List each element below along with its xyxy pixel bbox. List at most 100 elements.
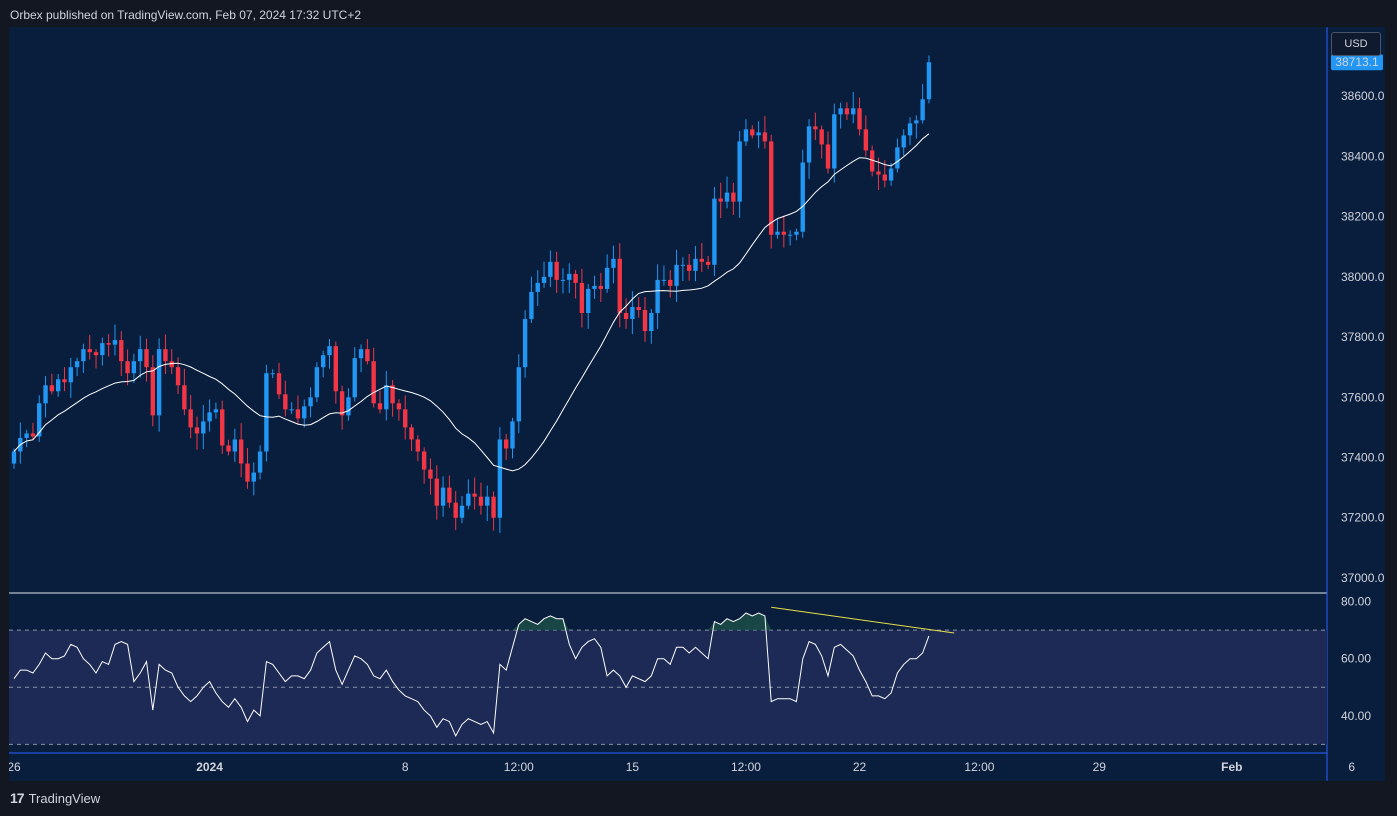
rsi-overbought-fill: [758, 613, 765, 631]
candle: [718, 182, 723, 219]
time-tick-label: 12:00: [504, 760, 534, 774]
candle: [327, 339, 332, 369]
candle: [371, 347, 376, 408]
candle: [535, 270, 540, 306]
candle: [857, 97, 862, 136]
rsi-overbought-fill: [562, 618, 570, 631]
candle: [37, 395, 42, 442]
currency-selector[interactable]: USD: [1331, 32, 1381, 56]
candle: [421, 447, 427, 484]
candle: [838, 102, 843, 129]
candle: [188, 394, 193, 439]
time-tick-label: 12:00: [731, 760, 761, 774]
candle: [636, 297, 641, 318]
candle: [813, 112, 818, 141]
candle: [270, 369, 275, 379]
candle: [403, 395, 408, 440]
candle: [131, 353, 137, 384]
brand-name: TradingView: [28, 790, 101, 806]
time-tick-label: Feb: [1221, 760, 1242, 774]
candle: [358, 344, 364, 373]
candle: [655, 264, 660, 329]
candle: [503, 433, 509, 460]
candle: [642, 297, 648, 342]
candle: [106, 334, 111, 357]
candle: [781, 215, 787, 248]
candle: [920, 83, 925, 124]
rsi-overbought-fill: [525, 618, 532, 631]
price-tick-label: 38600.0: [1341, 89, 1385, 103]
candle: [194, 416, 200, 450]
candle: [112, 324, 118, 356]
candle: [522, 310, 528, 378]
candle: [769, 134, 774, 249]
candle: [478, 482, 484, 515]
candle: [453, 491, 458, 531]
candle: [428, 458, 433, 495]
candle: [384, 371, 389, 421]
rsi-overbought-fill: [733, 618, 740, 631]
candle: [806, 119, 812, 179]
rsi-overbought-fill: [720, 618, 728, 631]
candle: [62, 367, 67, 392]
candle: [302, 399, 307, 428]
candle: [851, 91, 856, 124]
price-tick-label: 37400.0: [1341, 451, 1385, 465]
last-price-badge: [1331, 54, 1383, 71]
candle: [232, 428, 238, 462]
divergence-trendline[interactable]: [771, 606, 955, 634]
candle: [459, 496, 465, 524]
candle: [623, 298, 629, 329]
price-tick-label: 38000.0: [1341, 270, 1385, 284]
rsi-overbought-fill: [537, 618, 545, 631]
candle: [604, 254, 610, 293]
candle: [314, 362, 320, 403]
candle: [794, 228, 799, 241]
time-tick-label: 12:00: [964, 760, 994, 774]
candle: [541, 261, 547, 288]
rsi-overbought-fill: [556, 618, 563, 631]
candle: [68, 357, 73, 398]
candle: [49, 373, 55, 395]
rsi-overbought-fill: [544, 615, 551, 631]
last-price-label: 38713.1: [1335, 55, 1379, 69]
candle: [825, 131, 831, 174]
candle: [320, 350, 326, 378]
candle: [680, 257, 686, 281]
candle: [567, 263, 572, 294]
price-tick-label: 37800.0: [1341, 330, 1385, 344]
time-tick-label: 6: [1348, 760, 1355, 774]
candle: [800, 149, 805, 238]
candle: [415, 435, 421, 462]
chart-canvas[interactable]: 37000.0 37200.0 37400.0 37600.0 37800.0 38000…: [9, 27, 1385, 781]
candle: [491, 491, 496, 531]
chart-frame[interactable]: 37000.0 37200.0 37400.0 37600.0 37800.0 38000…: [9, 27, 1385, 781]
candle: [832, 103, 837, 183]
candle: [283, 380, 288, 417]
candle: [586, 283, 591, 329]
candle: [661, 265, 667, 286]
rsi-panel: [9, 606, 1327, 745]
rsi-tick-label: 80.00: [1341, 595, 1371, 609]
candle: [699, 243, 704, 273]
candle: [396, 399, 402, 421]
candle: [693, 246, 698, 282]
candle: [762, 115, 768, 149]
candle: [18, 422, 23, 464]
candle: [573, 269, 578, 299]
candle: [220, 400, 225, 454]
rsi-overbought-fill: [752, 613, 759, 631]
price-tick-label: 38400.0: [1341, 149, 1385, 163]
candle: [705, 255, 711, 269]
candle: [876, 157, 881, 190]
candle: [238, 423, 244, 478]
rsi-overbought-fill: [727, 618, 734, 631]
time-tick-label: 15: [626, 760, 640, 774]
candle: [276, 362, 282, 399]
candle: [93, 349, 99, 369]
candle: [81, 343, 86, 373]
candlestick-series: [11, 55, 932, 534]
candle: [182, 368, 187, 416]
candle: [819, 125, 824, 159]
